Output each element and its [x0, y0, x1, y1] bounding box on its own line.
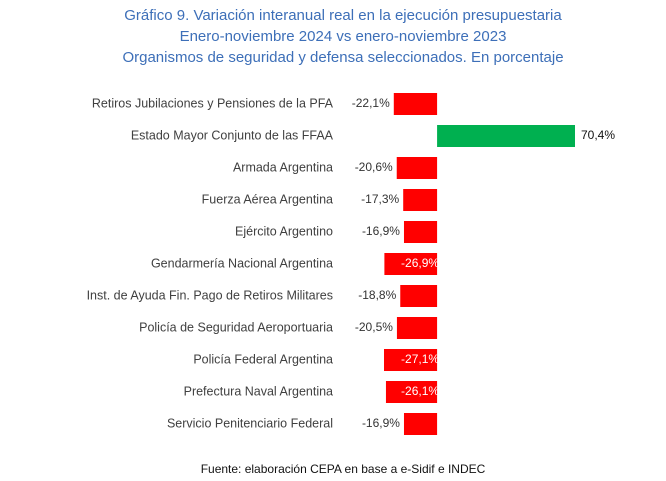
- category-label: Ejército Argentino: [235, 224, 333, 238]
- category-label: Fuerza Aérea Argentina: [202, 192, 333, 206]
- category-label: Policía Federal Argentina: [193, 352, 333, 366]
- value-label: -18,8%: [358, 288, 396, 302]
- category-label: Estado Mayor Conjunto de las FFAA: [131, 128, 334, 142]
- category-label: Prefectura Naval Argentina: [184, 384, 333, 398]
- bar: [384, 349, 438, 371]
- value-label: -22,1%: [352, 96, 390, 110]
- bar: [403, 189, 438, 211]
- chart-title: Gráfico 9. Variación interanual real en …: [124, 7, 562, 24]
- value-label: -20,5%: [355, 320, 393, 334]
- category-label: Gendarmería Nacional Argentina: [151, 256, 333, 270]
- bar: [396, 317, 438, 339]
- chart-subtitle: Organismos de seguridad y defensa selecc…: [122, 49, 563, 66]
- category-label: Retiros Jubilaciones y Pensiones de la P…: [92, 96, 334, 110]
- value-label: -16,9%: [362, 224, 400, 238]
- bar: [384, 253, 438, 275]
- bar: [396, 157, 438, 179]
- bar: [385, 381, 438, 403]
- value-label: -26,1%: [401, 384, 439, 398]
- value-label: -20,6%: [355, 160, 393, 174]
- category-label: Inst. de Ayuda Fin. Pago de Retiros Mili…: [87, 288, 333, 302]
- chart-subtitle: Enero-noviembre 2024 vs enero-noviembre …: [180, 28, 507, 45]
- category-label: Armada Argentina: [233, 160, 333, 174]
- bar: [403, 221, 438, 243]
- bar: [437, 125, 575, 147]
- bar: [403, 413, 438, 435]
- bar: [400, 285, 438, 307]
- value-label: -26,9%: [401, 256, 439, 270]
- value-label: -16,9%: [362, 416, 400, 430]
- value-label: -27,1%: [401, 352, 439, 366]
- category-label: Servicio Penitenciario Federal: [167, 416, 333, 430]
- source-note: Fuente: elaboración CEPA en base a e-Sid…: [201, 462, 486, 476]
- category-label: Policía de Seguridad Aeroportuaria: [139, 320, 333, 334]
- bar: [393, 93, 438, 115]
- value-label: 70,4%: [581, 128, 615, 142]
- value-label: -17,3%: [361, 192, 399, 206]
